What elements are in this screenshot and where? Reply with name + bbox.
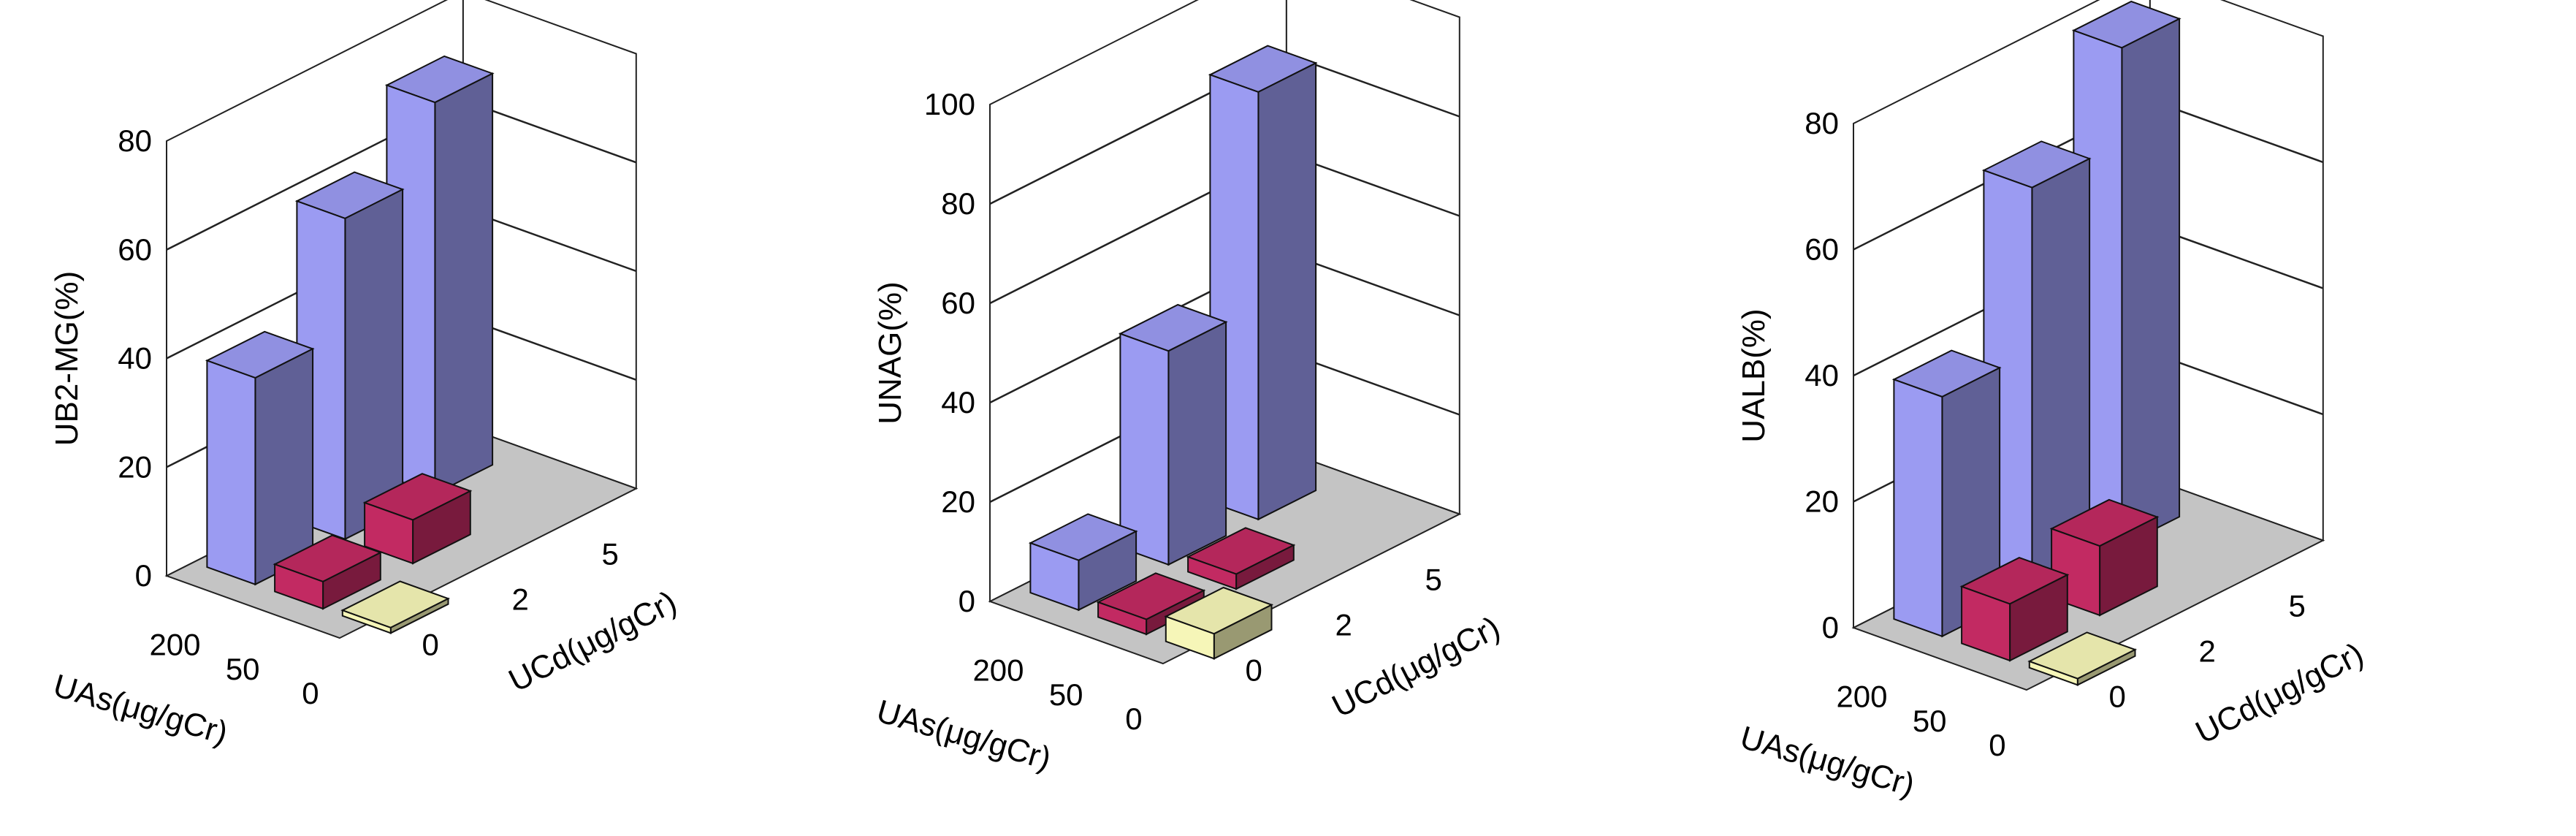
bar-side <box>344 188 404 541</box>
y-tick-label: 0 <box>2108 680 2125 714</box>
y-tick-label: 2 <box>1335 608 1352 642</box>
bar <box>205 330 315 586</box>
bar <box>1186 527 1296 590</box>
y-axis-title: UCd(μg/gCr) <box>503 584 682 699</box>
x-tick-label: 50 <box>226 652 260 686</box>
bar-side <box>434 72 494 495</box>
z-tick-label: 60 <box>118 232 152 267</box>
x-tick-label: 0 <box>302 676 319 710</box>
bar <box>384 55 495 495</box>
y-axis-title: UCd(μg/gCr) <box>2190 636 2369 750</box>
z-tick-label: 80 <box>118 123 152 158</box>
bar <box>340 580 451 634</box>
bar-face <box>1187 555 1238 590</box>
z-axis-title: UNAG(%) <box>872 281 908 425</box>
bar-side <box>1257 61 1317 521</box>
bar <box>1959 557 2070 662</box>
bar-face <box>206 359 256 586</box>
z-tick-label: 100 <box>924 87 975 121</box>
z-tick-label: 40 <box>1805 358 1839 392</box>
bar-face <box>1961 585 2011 662</box>
bar <box>1164 586 1274 660</box>
x-tick-label: 200 <box>1836 680 1887 714</box>
z-tick-label: 20 <box>118 449 152 484</box>
bar-side <box>2121 18 2181 547</box>
bar-face <box>2028 660 2078 686</box>
chart-unag: 0 20 40 60 80 100 200 50 0 0 2 5 UNAG(%) UAs(μg/gCr) U… <box>872 0 1506 777</box>
x-axis-title: UAs(μg/gCr) <box>873 693 1055 777</box>
z-tick-label: 20 <box>1805 484 1839 519</box>
bar <box>1028 513 1138 612</box>
bar <box>2027 631 2138 686</box>
chart-ualb: 0 20 40 60 80 200 50 0 0 2 5 UALB(%) UAs(μg/gCr) UCd(… <box>1736 0 2369 803</box>
x-tick-label: 0 <box>1125 702 1142 736</box>
bar <box>2049 498 2160 617</box>
bar-face <box>274 563 324 610</box>
y-tick-label: 2 <box>511 582 528 617</box>
bar-face <box>1097 601 1148 636</box>
x-tick-label: 0 <box>1989 728 2005 762</box>
chart-ub2mg: 0 20 40 60 80 200 50 0 0 2 5 UB2-MG(%) UAs(μg/gCr) UC… <box>49 0 682 751</box>
z-tick-label: 0 <box>1822 610 1839 645</box>
bar <box>1118 303 1228 566</box>
bar-face <box>364 501 414 565</box>
x-tick-label: 50 <box>1913 704 1947 738</box>
y-tick-label: 0 <box>1245 653 1262 688</box>
y-tick-label: 5 <box>2288 589 2305 623</box>
bar-side <box>1167 321 1227 566</box>
bar-face <box>1119 332 1170 566</box>
z-tick-label: 0 <box>135 558 152 593</box>
bar-face <box>341 609 392 634</box>
z-tick-label: 40 <box>941 385 975 419</box>
bar <box>273 534 383 610</box>
y-tick-label: 5 <box>601 537 618 571</box>
z-tick-label: 60 <box>1805 232 1839 267</box>
bar-face <box>1029 542 1080 612</box>
x-tick-label: 200 <box>149 628 200 662</box>
z-axis-title: UB2-MG(%) <box>49 271 85 446</box>
y-axis-title: UCd(μg/gCr) <box>1327 609 1506 724</box>
y-tick-label: 0 <box>422 628 438 662</box>
bar <box>362 473 473 565</box>
z-tick-label: 80 <box>1805 106 1839 140</box>
z-tick-label: 20 <box>941 484 975 519</box>
y-tick-label: 2 <box>2198 634 2215 669</box>
x-tick-label: 200 <box>972 653 1024 688</box>
z-tick-label: 40 <box>118 341 152 376</box>
x-axis-title: UAs(μg/gCr) <box>50 667 232 751</box>
z-axis-title: UALB(%) <box>1736 308 1772 442</box>
bar-face <box>1165 615 1215 660</box>
y-tick-label: 5 <box>1425 563 1441 597</box>
z-tick-label: 80 <box>941 186 975 221</box>
x-tick-label: 50 <box>1049 677 1083 712</box>
z-tick-label: 60 <box>941 286 975 320</box>
x-axis-title: UAs(μg/gCr) <box>1737 719 1918 803</box>
bar-face <box>1893 378 1943 638</box>
z-tick-label: 0 <box>959 584 975 618</box>
